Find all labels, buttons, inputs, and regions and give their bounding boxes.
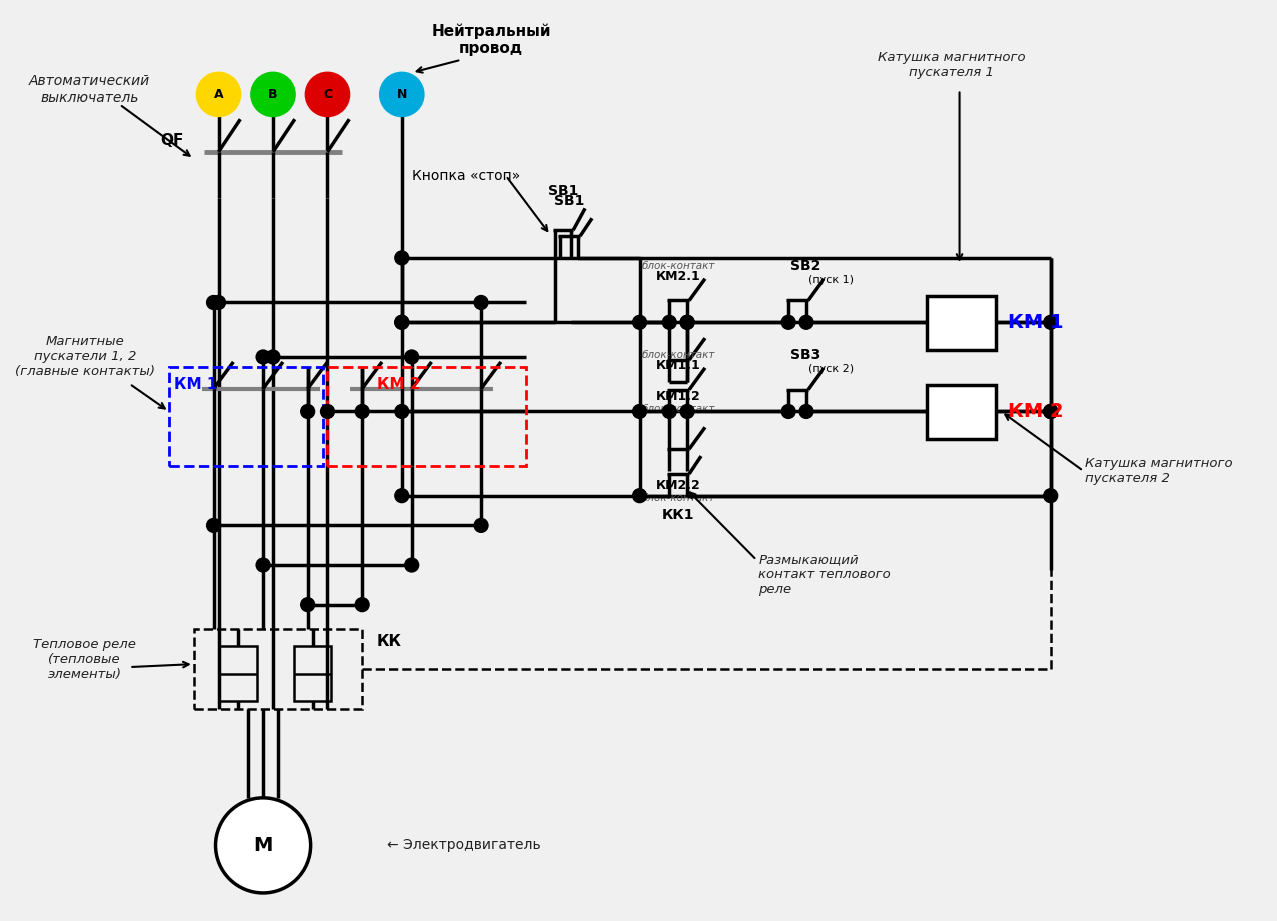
Text: QF: QF <box>161 134 184 148</box>
Circle shape <box>395 251 409 265</box>
Text: (пуск 2): (пуск 2) <box>808 364 854 374</box>
Text: Катушка магнитного
пускателя 2: Катушка магнитного пускателя 2 <box>1085 457 1234 484</box>
Circle shape <box>266 350 280 364</box>
Circle shape <box>405 558 419 572</box>
Text: ← Электродвигатель: ← Электродвигатель <box>387 838 540 853</box>
Text: Автоматический
выключатель: Автоматический выключатель <box>29 75 151 105</box>
Circle shape <box>1043 404 1057 418</box>
Text: N: N <box>397 87 407 101</box>
Circle shape <box>207 296 221 309</box>
Circle shape <box>1043 315 1057 329</box>
Circle shape <box>257 558 269 572</box>
Bar <box>220 647 257 701</box>
Circle shape <box>300 598 314 612</box>
Text: Магнитные
пускатели 1, 2
(главные контакты): Магнитные пускатели 1, 2 (главные контак… <box>15 335 155 379</box>
Circle shape <box>663 404 677 418</box>
Text: C: C <box>323 87 332 101</box>
Text: КК1: КК1 <box>661 507 695 521</box>
Text: КМ1.1: КМ1.1 <box>656 359 701 372</box>
Circle shape <box>257 350 269 364</box>
Circle shape <box>782 315 796 329</box>
Circle shape <box>300 404 314 418</box>
Text: Кнопка «стоп»: Кнопка «стоп» <box>412 169 520 182</box>
Text: (пуск 1): (пуск 1) <box>808 274 854 285</box>
Circle shape <box>474 519 488 532</box>
Circle shape <box>395 315 409 329</box>
Circle shape <box>474 296 488 309</box>
Bar <box>927 296 996 350</box>
Circle shape <box>681 404 695 418</box>
Circle shape <box>197 73 240 116</box>
Circle shape <box>381 73 424 116</box>
Circle shape <box>1043 489 1057 503</box>
Text: КК: КК <box>377 635 402 649</box>
Bar <box>927 385 996 439</box>
Text: КМ2.2: КМ2.2 <box>656 479 701 492</box>
Circle shape <box>395 315 409 329</box>
Circle shape <box>1043 404 1057 418</box>
Text: КМ 2: КМ 2 <box>1008 402 1064 421</box>
Circle shape <box>681 315 695 329</box>
Circle shape <box>216 798 310 893</box>
Circle shape <box>663 315 677 329</box>
Circle shape <box>355 598 369 612</box>
Circle shape <box>355 404 369 418</box>
Circle shape <box>632 315 646 329</box>
Bar <box>169 367 323 466</box>
Text: SB1: SB1 <box>554 194 585 208</box>
Circle shape <box>395 489 409 503</box>
Circle shape <box>782 404 796 418</box>
Circle shape <box>207 519 221 532</box>
Text: блок-контакт: блок-контакт <box>641 403 715 414</box>
Text: блок-контакт: блок-контакт <box>641 493 715 503</box>
Circle shape <box>252 73 295 116</box>
Circle shape <box>395 404 409 418</box>
Text: КМ 1: КМ 1 <box>174 377 217 391</box>
Text: SB2: SB2 <box>790 259 821 273</box>
Text: блок-контакт: блок-контакт <box>641 350 715 360</box>
Circle shape <box>405 350 419 364</box>
Circle shape <box>632 404 646 418</box>
Text: Тепловое реле
(тепловые
элементы): Тепловое реле (тепловые элементы) <box>33 637 137 681</box>
Circle shape <box>1043 404 1057 418</box>
Text: КМ 2: КМ 2 <box>377 377 420 391</box>
Text: SB3: SB3 <box>790 348 820 362</box>
Text: М: М <box>253 836 273 855</box>
Text: КМ 1: КМ 1 <box>1008 313 1064 332</box>
Circle shape <box>305 73 350 116</box>
Bar <box>294 647 332 701</box>
Text: Размыкающий
контакт теплового
реле: Размыкающий контакт теплового реле <box>759 554 891 597</box>
Circle shape <box>799 315 813 329</box>
Circle shape <box>212 296 226 309</box>
Circle shape <box>632 489 646 503</box>
Text: КМ2.1: КМ2.1 <box>656 270 701 283</box>
Text: Катушка магнитного
пускателя 1: Катушка магнитного пускателя 1 <box>877 51 1025 78</box>
Circle shape <box>321 404 335 418</box>
Bar <box>194 629 363 708</box>
Text: B: B <box>268 87 277 101</box>
Circle shape <box>799 404 813 418</box>
Text: Нейтральный
провод: Нейтральный провод <box>432 23 550 56</box>
Bar <box>327 367 526 466</box>
Text: SB1: SB1 <box>548 184 578 198</box>
Circle shape <box>681 315 695 329</box>
Text: блок-контакт: блок-контакт <box>641 261 715 271</box>
Text: A: A <box>213 87 223 101</box>
Text: КМ1.2: КМ1.2 <box>656 390 701 402</box>
